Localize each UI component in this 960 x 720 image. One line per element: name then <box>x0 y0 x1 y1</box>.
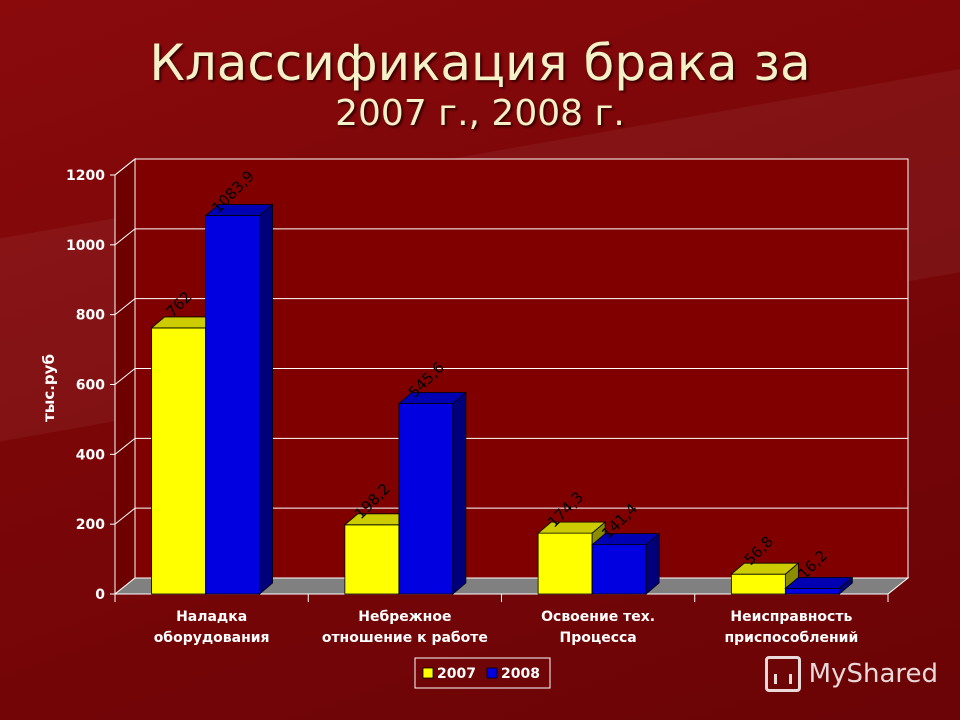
bar-2008-front <box>591 544 647 595</box>
y-tick-label: 0 <box>95 587 105 603</box>
category-label: Процесса <box>559 630 636 646</box>
bar-2007-front <box>344 524 400 595</box>
watermark: MyShared <box>764 656 938 692</box>
category-label: Неисправность <box>730 609 852 625</box>
bar-2008-side <box>645 532 660 595</box>
bar-2008-front <box>205 215 261 595</box>
category-label: приспособлений <box>724 630 858 646</box>
gridline <box>114 437 908 455</box>
gridline <box>114 507 908 525</box>
bar-2008-front <box>784 587 840 595</box>
legend-label-2008: 2008 <box>501 666 540 682</box>
category-label: Наладка <box>176 609 247 625</box>
watermark-text: MyShared <box>808 659 938 689</box>
legend-box <box>414 657 551 689</box>
bar-2007-front <box>537 532 593 595</box>
y-tick-label: 800 <box>76 308 105 324</box>
legend-label-2007: 2007 <box>437 666 476 682</box>
bar-2008-side <box>259 203 274 595</box>
y-tick-label: 600 <box>76 378 105 394</box>
gridline <box>114 368 908 385</box>
title-line-1: Классификация брака за <box>149 34 811 92</box>
y-tick-label: 1200 <box>66 168 105 184</box>
category-label: Освоение тех. <box>541 609 655 625</box>
y-tick-label: 1000 <box>66 238 105 254</box>
bar-2008-side <box>452 391 467 595</box>
gridline <box>114 298 908 316</box>
bar-2008-front <box>398 403 454 595</box>
title-line-2: 2007 г., 2008 г. <box>335 93 625 134</box>
category-label: Небрежное <box>358 609 451 625</box>
presentation-icon <box>764 656 801 692</box>
bar-2008-side <box>838 576 853 595</box>
y-tick-label: 400 <box>76 447 105 463</box>
legend-swatch-2007 <box>422 667 434 679</box>
bar-2007-front <box>151 327 207 595</box>
slide-title: Классификация брака за 2007 г., 2008 г. <box>0 34 960 136</box>
gridline <box>114 228 908 246</box>
y-tick-label: 200 <box>76 517 105 533</box>
bar-2007-front <box>730 573 786 595</box>
category-label: отношение к работе <box>322 630 488 646</box>
category-label: оборудования <box>154 630 270 646</box>
legend-swatch-2008 <box>486 667 498 679</box>
y-axis-label: тыс.руб <box>40 354 58 422</box>
gridline <box>114 158 908 176</box>
